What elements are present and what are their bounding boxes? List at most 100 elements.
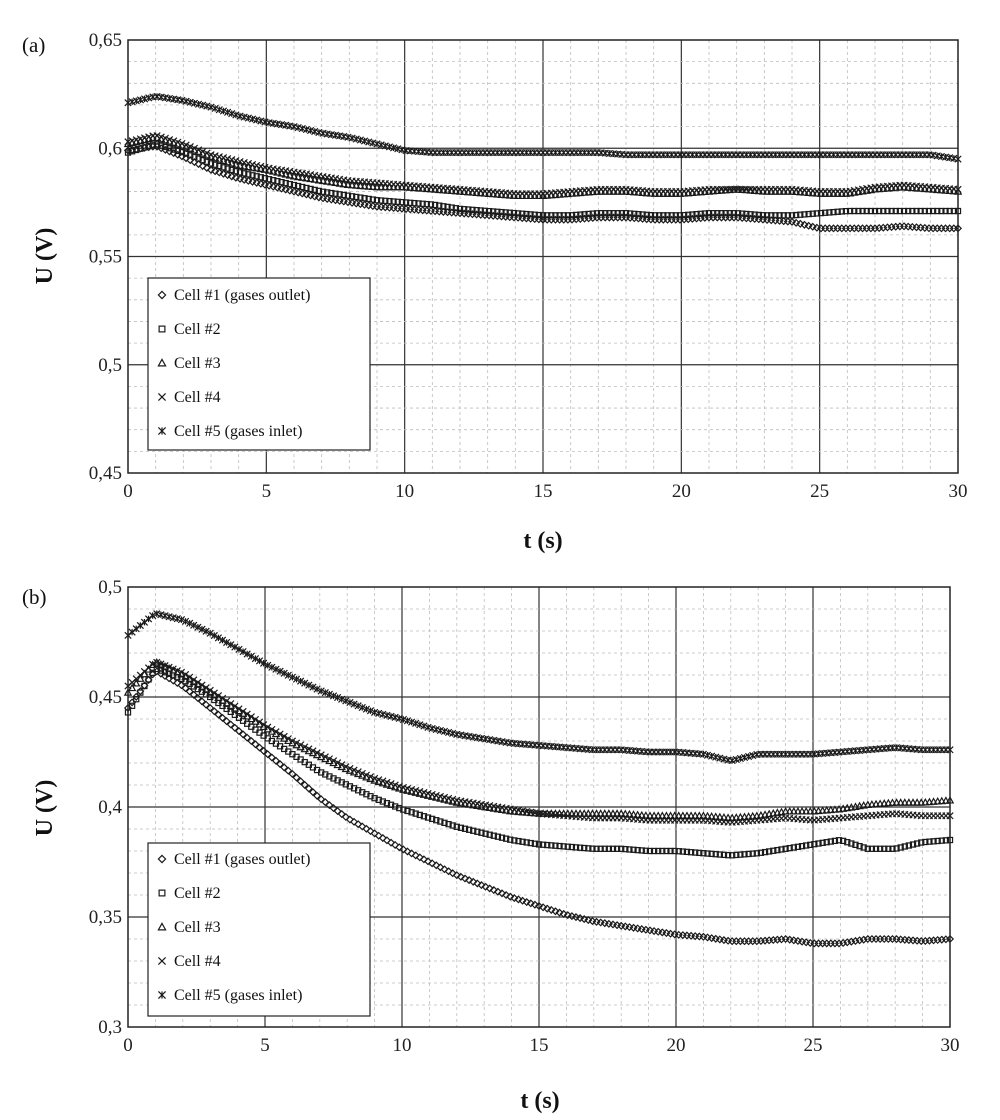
data-point: [412, 810, 419, 817]
data-point: [271, 756, 281, 765]
data-point: [761, 848, 769, 856]
data-point: [568, 843, 576, 851]
data-point: [896, 207, 904, 215]
data-point: [423, 857, 433, 866]
legend-marker-square: [158, 889, 166, 897]
data-point: [342, 697, 350, 705]
data-point: [674, 811, 683, 819]
data-point: [296, 741, 305, 749]
data-point: [294, 123, 302, 132]
data-point: [395, 782, 403, 790]
data-point: [343, 180, 353, 188]
data-point: [265, 181, 274, 190]
data-point: [366, 773, 375, 781]
data-point: [190, 676, 198, 684]
data-point: [329, 804, 338, 813]
data-point: [199, 101, 207, 109]
data-point: [815, 840, 822, 847]
data-point: [206, 686, 214, 695]
data-point: [132, 97, 140, 105]
data-point: [133, 696, 140, 703]
data-point: [768, 212, 775, 219]
data-point: [374, 831, 383, 840]
data-point: [581, 211, 588, 218]
data-point: [372, 182, 382, 191]
data-point: [502, 835, 510, 842]
data-point: [600, 809, 609, 817]
data-point: [216, 162, 223, 170]
data-point: [449, 822, 456, 829]
data-point: [726, 210, 733, 217]
data-point: [149, 611, 157, 620]
data-point: [220, 164, 227, 171]
data-point: [182, 141, 190, 149]
data-point: [875, 799, 885, 807]
legend-marker-cross: [157, 392, 167, 402]
data-point: [506, 892, 515, 901]
data-point: [415, 200, 422, 207]
data-point: [842, 207, 850, 215]
data-point: [465, 826, 473, 833]
data-point: [145, 94, 153, 102]
data-point: [276, 730, 284, 738]
data-point: [589, 845, 596, 852]
data-point: [294, 182, 302, 190]
data-point: [186, 619, 194, 627]
data-point: [616, 809, 626, 817]
data-point: [348, 193, 356, 200]
data-point: [399, 715, 407, 724]
data-point: [921, 207, 928, 215]
data-point: [223, 638, 231, 647]
data-point: [604, 809, 614, 817]
data-point: [725, 185, 734, 194]
data-point: [473, 879, 482, 888]
data-point: [510, 209, 518, 217]
data-point: [826, 209, 833, 216]
y-tick-label: 0,55: [89, 247, 122, 268]
data-point: [186, 143, 194, 151]
data-point: [379, 798, 386, 805]
data-point: [469, 877, 478, 886]
data-point: [734, 210, 742, 217]
data-point: [523, 839, 530, 846]
data-point: [174, 138, 182, 146]
legend-entries-b: Cell #1 (gases outlet) Cell #2 Cell #3 Cell…: [157, 851, 310, 1004]
data-point: [913, 207, 920, 215]
data-point: [839, 837, 847, 845]
data-point: [543, 212, 551, 219]
data-point: [614, 210, 621, 217]
data-point: [416, 721, 424, 729]
data-point: [493, 887, 502, 896]
data-point: [900, 798, 910, 806]
data-point: [244, 176, 253, 185]
data-point: [198, 625, 206, 633]
x-tick-label: 0: [123, 1035, 133, 1056]
data-point: [819, 839, 826, 847]
y-tick-label: 0,4: [98, 797, 122, 818]
data-point: [808, 222, 817, 231]
data-point: [778, 846, 785, 853]
data-point: [427, 201, 435, 208]
data-point: [178, 148, 186, 156]
data-point: [251, 715, 260, 724]
data-point: [203, 158, 211, 165]
data-point: [399, 845, 408, 854]
data-point: [215, 155, 224, 163]
data-point: [745, 850, 752, 858]
data-point: [453, 823, 460, 830]
data-point: [202, 700, 211, 709]
data-point: [194, 146, 203, 154]
data-point: [299, 183, 306, 191]
data-point: [739, 210, 746, 217]
data-point: [908, 798, 918, 806]
data-point: [635, 211, 642, 218]
data-point: [368, 182, 378, 191]
data-point: [403, 847, 412, 856]
data-point: [403, 717, 412, 725]
data-point: [240, 175, 249, 184]
data-point: [544, 841, 551, 849]
data-point: [228, 155, 236, 164]
data-point: [527, 211, 534, 218]
data-point: [530, 900, 539, 909]
data-point: [288, 769, 297, 779]
